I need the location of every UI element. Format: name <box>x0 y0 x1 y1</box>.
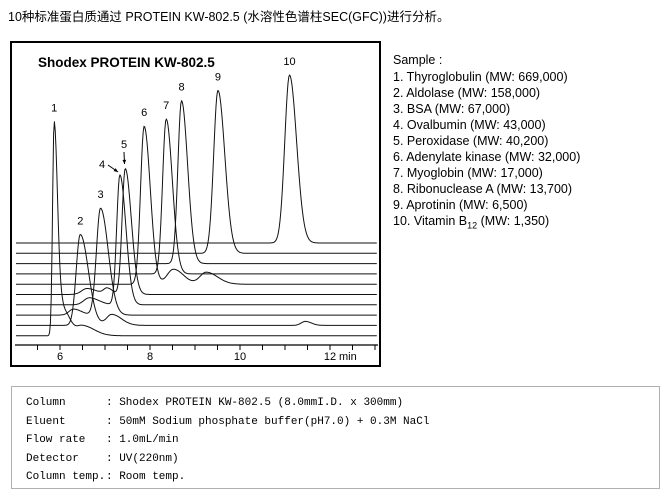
trace-10 <box>16 74 377 244</box>
condition-label: Flow rate <box>26 434 86 447</box>
trace-4 <box>16 174 377 306</box>
condition-value: : Shodex PROTEIN KW-802.5 (8.0mmI.D. x 3… <box>106 397 404 409</box>
condition-value: : 1.0mL/min <box>106 434 179 447</box>
sample-item-8: 8. Ribonuclease A (MW: 13,700) <box>393 182 573 196</box>
condition-label: Column <box>26 397 66 409</box>
sample-item-1: 1. Thyroglobulin (MW: 669,000) <box>393 70 568 84</box>
sample-legend-panel: Sample : 1. Thyroglobulin (MW: 669,000) 2… <box>393 52 580 234</box>
trace-9 <box>16 90 377 254</box>
chromatogram-chart: Shodex PROTEIN KW-802.56 8 10 12 min12345678… <box>15 55 378 363</box>
trace-2 <box>16 234 377 326</box>
peak-label-7: 7 <box>163 100 169 112</box>
trace-7 <box>16 118 377 275</box>
x-tick-label: 8 <box>147 351 153 363</box>
condition-row-4: Detector : UV(220nm) <box>26 450 659 469</box>
sample-list: 1. Thyroglobulin (MW: 669,000) 2. Aldolas… <box>393 69 580 234</box>
trace-3 <box>16 207 377 316</box>
trace-1 <box>16 121 377 337</box>
sample-item-7: 7. Myoglobin (MW: 17,000) <box>393 166 543 180</box>
peak-arrowhead-5 <box>122 159 127 164</box>
x-tick-label: 6 <box>57 351 63 363</box>
sample-item-9: 9. Aprotinin (MW: 6,500) <box>393 198 528 212</box>
peak-label-3: 3 <box>97 189 103 201</box>
sample-item-6: 6. Adenylate kinase (MW: 32,000) <box>393 150 581 164</box>
x-tick-label: 10 <box>234 351 246 363</box>
condition-value: : 50mM Sodium phosphate buffer(pH7.0) + … <box>106 415 430 428</box>
condition-value: : Room temp. <box>106 471 186 484</box>
peak-label-9: 9 <box>215 71 221 83</box>
peak-label-10: 10 <box>283 56 295 68</box>
peak-label-5: 5 <box>121 139 127 151</box>
sample-item-4: 4. Ovalbumin (MW: 43,000) <box>393 118 546 132</box>
x-axis-unit-label: min <box>339 351 357 363</box>
trace-6 <box>16 125 377 285</box>
page-title: 10种标准蛋白质通过 PROTEIN KW-802.5 (水溶性色谱柱SEC(G… <box>8 10 450 24</box>
peak-label-1: 1 <box>51 102 57 114</box>
trace-5 <box>16 168 377 295</box>
condition-row-3: Flow rate : 1.0mL/min <box>26 431 659 450</box>
trace-8 <box>16 100 377 265</box>
peak-label-6: 6 <box>141 107 147 119</box>
subscript: 12 <box>467 220 478 231</box>
conditions-panel: Column : Shodex PROTEIN KW-802.5 (8.0mmI.… <box>11 386 660 489</box>
sample-item-3: 3. BSA (MW: 67,000) <box>393 102 511 116</box>
peak-arrowhead-4 <box>113 168 118 172</box>
condition-label: Detector <box>26 452 79 465</box>
condition-label: Eluent <box>26 415 66 428</box>
condition-row-2: Eluent : 50mM Sodium phosphate buffer(pH7… <box>26 413 659 432</box>
chart-title: Shodex PROTEIN KW-802.5 <box>38 55 215 70</box>
condition-row-1: Column : Shodex PROTEIN KW-802.5 (8.0mmI.… <box>26 394 659 413</box>
x-tick-label: 12 <box>324 351 336 363</box>
sample-item-10: 10. Vitamin B12 (MW: 1,350) <box>393 214 550 231</box>
condition-label: Column temp. <box>26 471 106 484</box>
condition-value: : UV(220nm) <box>106 452 179 465</box>
peak-label-2: 2 <box>77 215 83 227</box>
sample-heading: Sample : <box>393 53 443 67</box>
sample-item-2: 2. Aldolase (MW: 158,000) <box>393 86 541 100</box>
sample-item-5: 5. Peroxidase (MW: 40,200) <box>393 134 549 148</box>
conditions-table: Column : Shodex PROTEIN KW-802.5 (8.0mmI.… <box>26 394 659 487</box>
chromatogram-panel: Shodex PROTEIN KW-802.5 6 8 10 12 min 1 2 3 4 5 6 7 8… <box>10 41 381 367</box>
peak-label-8: 8 <box>178 82 184 94</box>
condition-row-5: Column temp.: Room temp. <box>26 468 659 487</box>
peak-label-4: 4 <box>99 159 105 171</box>
